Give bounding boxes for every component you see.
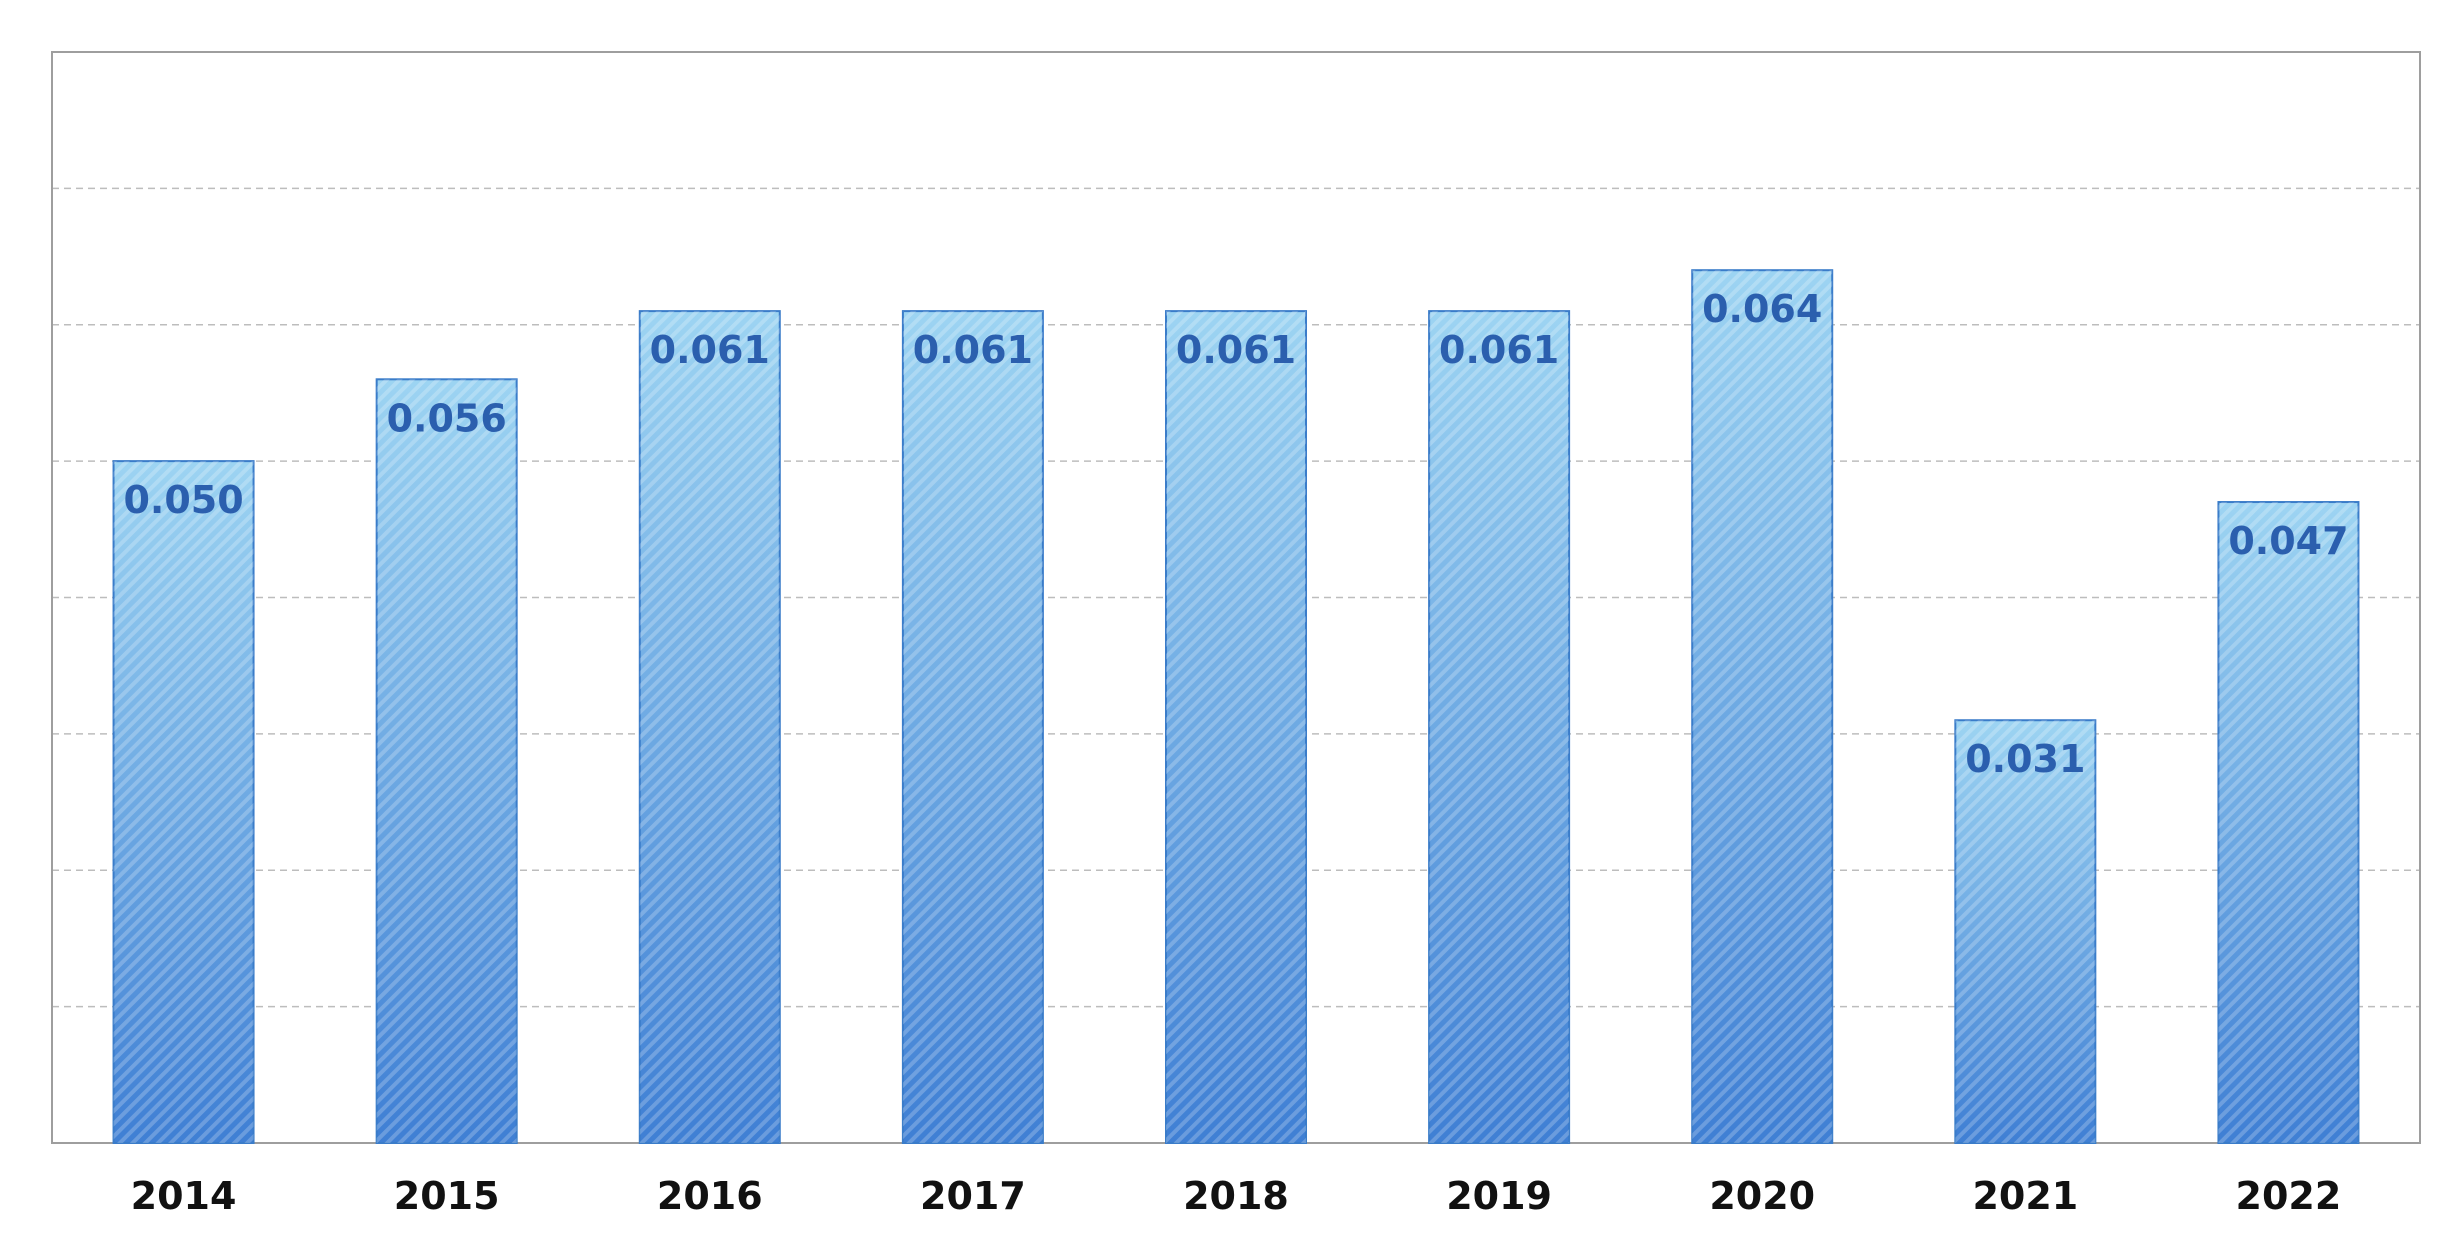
bar-hatch — [1692, 270, 1833, 1143]
x-tick-label: 2019 — [1446, 1174, 1552, 1218]
bar-hatch — [1166, 311, 1306, 1143]
bar-2020 — [1691, 269, 1834, 1144]
x-tick-label: 2020 — [1709, 1174, 1815, 1218]
bar-value-label: 0.064 — [1702, 287, 1822, 331]
bar-hatch — [2218, 502, 2359, 1144]
bar-2022 — [2217, 501, 2360, 1145]
bar-2016 — [638, 310, 781, 1144]
bar-value-label: 0.061 — [650, 328, 770, 372]
value-labels: 0.050 0.056 0.061 0.061 0.061 0.061 0.064 0.031… — [123, 287, 2348, 781]
x-tick-label: 2018 — [1183, 1174, 1289, 1218]
bar-value-label: 0.047 — [2228, 519, 2348, 563]
bar-hatch — [1429, 311, 1570, 1143]
bar-hatch — [376, 379, 517, 1143]
bar-hatch — [639, 311, 780, 1143]
bar-hatch — [1955, 720, 2096, 1143]
bar-2019 — [1428, 310, 1571, 1144]
bar-hatch — [113, 461, 254, 1143]
x-tick-label: 2017 — [920, 1174, 1026, 1218]
x-tick-label: 2022 — [2236, 1174, 2342, 1218]
bar-2018 — [1165, 310, 1307, 1144]
bar-value-label: 0.061 — [1176, 328, 1296, 372]
bar-2015 — [375, 378, 518, 1144]
bars — [112, 269, 2360, 1145]
bar-hatch — [902, 311, 1043, 1143]
x-tick-label: 2016 — [657, 1174, 763, 1218]
x-tick-label: 2014 — [131, 1174, 237, 1218]
bar-value-label: 0.056 — [387, 396, 507, 440]
x-axis-tick-labels: 2014 2015 2016 2017 2018 2019 2020 2021 2022 — [131, 1174, 2342, 1218]
bar-2021 — [1954, 719, 2097, 1144]
x-tick-label: 2015 — [394, 1174, 500, 1218]
bar-value-label: 0.050 — [123, 478, 243, 522]
bar-value-label: 0.061 — [1439, 328, 1559, 372]
x-tick-label: 2021 — [1972, 1174, 2078, 1218]
bar-value-label: 0.031 — [1965, 737, 2085, 781]
bar-2014 — [112, 460, 255, 1144]
bar-2017 — [901, 310, 1044, 1144]
bar-value-label: 0.061 — [913, 328, 1033, 372]
